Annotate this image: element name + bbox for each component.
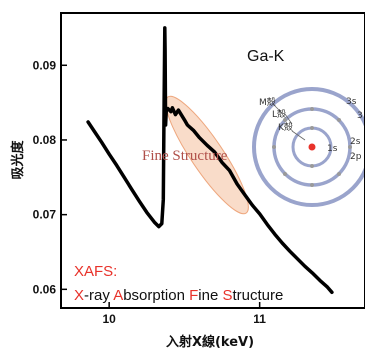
leader-line (284, 113, 293, 125)
xafs-title: XAFS: (74, 263, 117, 280)
xafs-rest-f: ine (198, 287, 222, 304)
leader-line (291, 130, 306, 141)
xafs-rest-a: bsorption (123, 287, 189, 304)
electron-dot (283, 118, 287, 122)
xafs-initial-f: F (189, 287, 198, 304)
orbital-label-2s: 2s (350, 137, 361, 147)
x-tick-label: 11 (253, 312, 266, 326)
orbital-label-3s: 3s (346, 97, 357, 107)
electron-dot (348, 145, 352, 149)
electron-dot (272, 145, 276, 149)
x-axis-label: 入射X線(keV) (166, 334, 254, 350)
plot-frame (60, 12, 365, 309)
series-layer (86, 26, 334, 295)
xafs-initial-s: S (222, 287, 232, 304)
xafs-expansion: X-ray Absorption Fine Structure (74, 287, 283, 304)
nucleus (308, 143, 316, 151)
y-tick-label: 0.09 (33, 58, 57, 72)
y-tick-label: 0.08 (33, 133, 57, 147)
absorbance-series-line (86, 26, 334, 295)
electron-dot (310, 183, 314, 187)
xafs-title-text: XAFS: (74, 263, 117, 280)
orbital-label-2p: 2p (350, 152, 362, 162)
x-tick-label: 10 (102, 312, 116, 326)
k-shell-label: K殻 (278, 121, 293, 133)
leader-line (273, 104, 283, 114)
xafs-initial-a: A (113, 287, 123, 304)
electron-dot (337, 172, 341, 176)
y-tick-label: 0.07 (33, 208, 57, 222)
axis-ticks: 0.06 0.07 0.08 0.09 10 11 (33, 58, 267, 326)
element-label: Ga-K (247, 48, 285, 65)
electron-dot (310, 107, 314, 111)
m-shell-label: M殻 (259, 96, 276, 108)
electron-dot (310, 126, 314, 130)
xafs-initial-x: X (74, 287, 84, 304)
electron-dot (283, 172, 287, 176)
y-tick-label: 0.06 (33, 282, 57, 296)
y-axis-label: 吸光度 (10, 140, 26, 180)
orbital-label-1s: 1s (327, 144, 338, 154)
m-shell-ring (252, 87, 365, 207)
xafs-rest-s: tructure (232, 287, 283, 304)
atom-diagram: K殻 L殻 M殻 1s 2s 2p 3s 3 (252, 87, 365, 207)
fine-structure-label: Fine Structure (142, 148, 228, 164)
xafs-rest-x: -ray (84, 287, 113, 304)
l-shell-label: L殻 (272, 108, 286, 120)
electron-dot (310, 164, 314, 168)
electron-dot (337, 118, 341, 122)
orbital-label-3: 3 (357, 111, 363, 121)
